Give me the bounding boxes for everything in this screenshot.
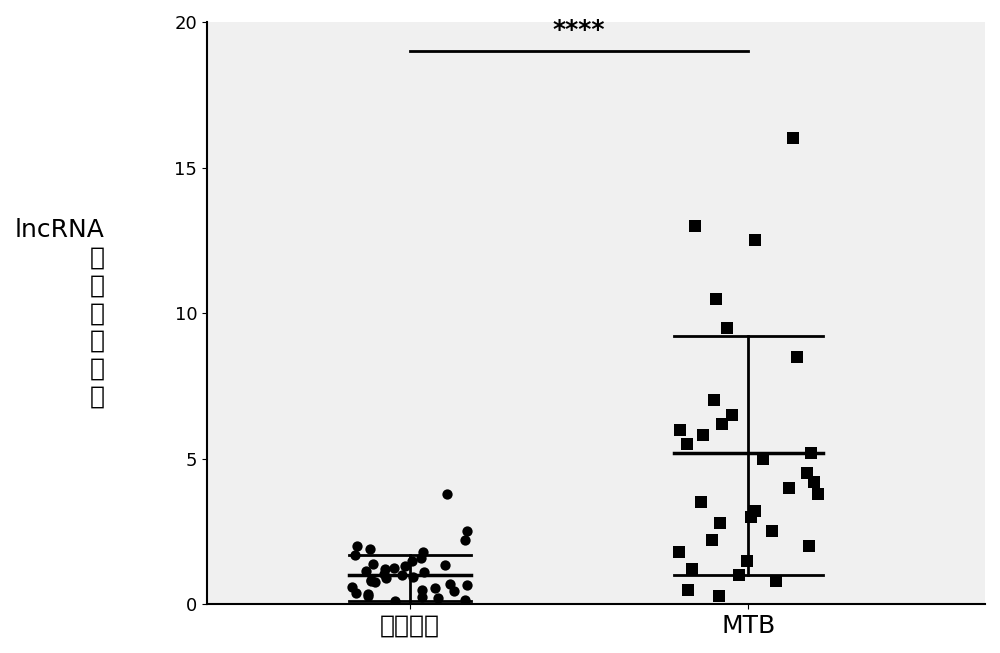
Point [768,576,784,586]
Point [348,588,364,598]
Point [413,552,429,563]
Point [387,596,403,607]
Point [404,556,420,566]
Point [349,541,365,551]
Point [378,573,394,583]
Point [386,563,402,573]
Point [801,541,817,551]
Point [360,589,376,599]
Point [358,565,374,576]
Point [394,570,410,581]
Point [427,583,443,594]
Point [799,468,815,479]
Point [367,577,383,588]
Point [347,550,363,560]
Point [764,526,780,537]
Point [747,506,763,517]
Point [459,526,475,537]
Point [810,488,826,499]
Point [377,564,393,575]
Point [731,570,747,581]
Point [719,323,735,333]
Point [430,593,446,603]
Point [781,483,797,493]
Point [672,424,688,435]
Point [414,592,430,602]
Point [457,595,473,605]
Point [416,567,432,577]
Point [679,439,695,449]
Point [743,512,759,522]
Point [442,579,458,589]
Point [397,561,413,571]
Y-axis label: lncRNA
相
对
表
达
水
平: lncRNA 相 对 表 达 水 平 [15,217,105,409]
Point [446,586,462,596]
Point [671,547,687,557]
Point [747,235,763,246]
Point [704,535,720,545]
Point [415,547,431,557]
Point [439,488,455,499]
Point [693,497,709,507]
Point [711,590,727,601]
Point [695,430,711,441]
Point [363,576,379,586]
Point [405,571,421,582]
Point [687,221,703,231]
Point [414,584,430,595]
Point [803,448,819,458]
Point [706,395,722,406]
Point [437,560,453,570]
Point [714,419,730,429]
Point [684,564,700,575]
Point [789,351,805,362]
Point [806,477,822,487]
Point [739,556,755,566]
Point [724,410,740,421]
Point [459,580,475,590]
Point [712,518,728,528]
Point [344,582,360,592]
Point [457,535,473,545]
Point [708,293,724,304]
Point [376,569,392,579]
Point [360,590,376,601]
Point [365,558,381,569]
Point [785,133,801,144]
Point [680,584,696,595]
Point [755,453,771,464]
Text: ****: **** [553,18,605,42]
Point [363,574,379,584]
Point [362,544,378,554]
